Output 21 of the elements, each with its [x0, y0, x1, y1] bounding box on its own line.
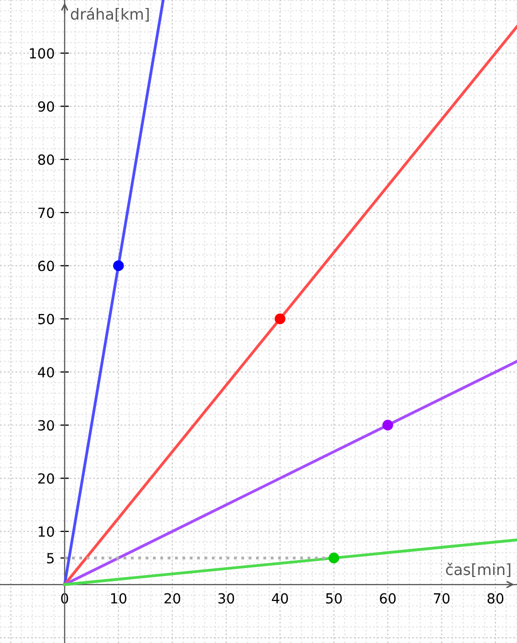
y-tick-label: 50: [38, 314, 54, 324]
x-tick-label: 40: [272, 593, 288, 604]
y-tick-label: 40: [38, 366, 54, 378]
y-tick-label: 90: [38, 101, 54, 112]
y-tick-label: 60: [38, 260, 54, 272]
x-tick-label: 10: [111, 593, 126, 604]
y-tick-label: 80: [38, 154, 54, 165]
y-tick-label: 10: [38, 526, 54, 537]
x-tick-label: 80: [488, 593, 504, 604]
y-tick-label: 5: [47, 553, 54, 564]
y-tick-label: 20: [38, 473, 54, 484]
x-tick-label: 30: [218, 593, 234, 604]
x-axis-title: čas[min]: [446, 562, 510, 578]
y-tick-label: 70: [38, 208, 54, 218]
x-tick-label: 60: [380, 593, 396, 604]
x-tick-label: 20: [164, 593, 180, 604]
y-tick-label: 100: [30, 48, 54, 59]
x-tick-label: 70: [434, 593, 450, 604]
y-tick-label: 30: [38, 420, 54, 431]
x-tick-label: 50: [326, 593, 342, 604]
y-axis-title: dráha[km]: [70, 7, 149, 22]
